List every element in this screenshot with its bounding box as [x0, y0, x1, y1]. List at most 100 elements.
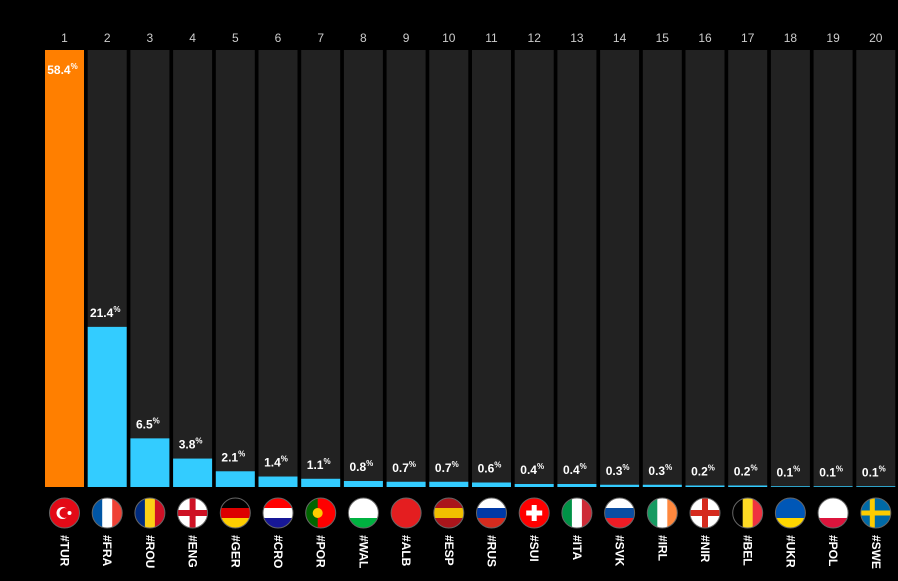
hashtag-label: #SUI [527, 535, 541, 562]
bar [642, 484, 682, 487]
column-background [130, 50, 170, 487]
flag-stripe [220, 518, 251, 528]
flag-stripe [775, 518, 806, 528]
rank-label: 7 [317, 31, 324, 45]
flag-border [476, 497, 507, 529]
bar [685, 485, 725, 487]
hashtag-label: #ROU [143, 535, 157, 568]
flag [49, 498, 80, 528]
rank-label: 4 [189, 31, 196, 45]
flag-stripe [433, 508, 464, 519]
flag-stripe [752, 498, 763, 528]
flag-stripe [134, 498, 146, 528]
flag-stripe [476, 508, 507, 519]
flag-stripe [775, 498, 806, 509]
rank-label: 3 [147, 31, 154, 45]
flag-stripe [391, 508, 422, 519]
flag [476, 498, 507, 528]
rank-label: 6 [275, 31, 282, 45]
hashtag-label: #ENG [186, 535, 200, 568]
flag-stripe [391, 498, 422, 509]
hashtag-label: #POR [314, 535, 328, 568]
rank-label: 13 [570, 31, 584, 45]
column-background [386, 50, 426, 487]
bar [728, 485, 768, 487]
rank-label: 9 [403, 31, 410, 45]
flag-stripe [581, 498, 592, 528]
rank-label: 17 [741, 31, 755, 45]
flag-stripe [657, 498, 668, 528]
flag-stripe [348, 508, 379, 519]
value-label: 2.1% [221, 449, 245, 464]
flag-border [732, 497, 764, 529]
column-background [258, 50, 298, 487]
bar [600, 484, 640, 487]
flag [177, 498, 208, 528]
rank-label: 11 [485, 31, 498, 45]
flag-stripe [604, 508, 635, 519]
flag-stripe [391, 518, 422, 528]
flag-stripe [476, 518, 507, 528]
hashtag-label: #WAL [356, 535, 370, 568]
hashtag-label: #RUS [485, 535, 499, 567]
value-label: 0.3% [606, 463, 630, 478]
flag [134, 498, 165, 528]
flag-cross [860, 510, 891, 516]
flag-stripe [742, 498, 754, 528]
bar [173, 458, 213, 487]
flag-stripe [92, 498, 103, 528]
rank-label: 10 [442, 31, 456, 45]
rank-label: 19 [826, 31, 840, 45]
flag-border [604, 497, 636, 529]
column-background [173, 50, 213, 487]
value-label: 0.8% [349, 459, 373, 474]
flag-border [262, 497, 294, 529]
hashtag-label: #TUR [58, 535, 72, 567]
flag [519, 498, 550, 528]
flag [818, 498, 849, 528]
bar [45, 50, 84, 487]
flag-stripe [144, 498, 156, 528]
flag-stripe [305, 498, 318, 528]
flag-stripe [348, 518, 379, 528]
rank-label: 18 [784, 31, 798, 45]
rank-label: 14 [613, 31, 627, 45]
hashtag-label: #ESP [442, 535, 456, 566]
flag-stripe [433, 498, 464, 509]
flag-border [561, 497, 593, 529]
flag-stripe [102, 498, 113, 528]
flag-stripe [818, 508, 849, 519]
value-label: 21.4% [90, 305, 120, 320]
column-background [514, 50, 554, 487]
flag [732, 498, 763, 528]
flag-stripe [818, 518, 849, 528]
hashtag-label: #POL [826, 535, 840, 566]
flag [391, 498, 422, 528]
rank-label: 5 [232, 31, 239, 45]
flag-border [134, 497, 166, 529]
flag-stripe [818, 498, 849, 509]
column-background [472, 50, 511, 487]
flag-stripe [220, 508, 251, 519]
hashtag-label: #GER [228, 535, 242, 568]
bar [130, 438, 170, 487]
bar [813, 486, 853, 487]
rank-label: 20 [869, 31, 883, 45]
bar [301, 478, 341, 487]
flag-stripe [561, 498, 573, 528]
hashtag-label: #BEL [741, 535, 755, 566]
flag-border [433, 497, 465, 529]
value-label: 0.4% [520, 462, 544, 477]
value-label: 1.4% [264, 455, 288, 470]
rank-label: 16 [698, 31, 712, 45]
rank-label: 1 [61, 31, 68, 45]
bar [386, 481, 426, 487]
flag [92, 498, 123, 528]
value-label: 1.1% [307, 457, 331, 472]
rank-label: 8 [360, 31, 367, 45]
flag-border [177, 497, 209, 529]
flag [348, 498, 379, 528]
flag [263, 498, 293, 528]
rank-label: 15 [656, 31, 670, 45]
